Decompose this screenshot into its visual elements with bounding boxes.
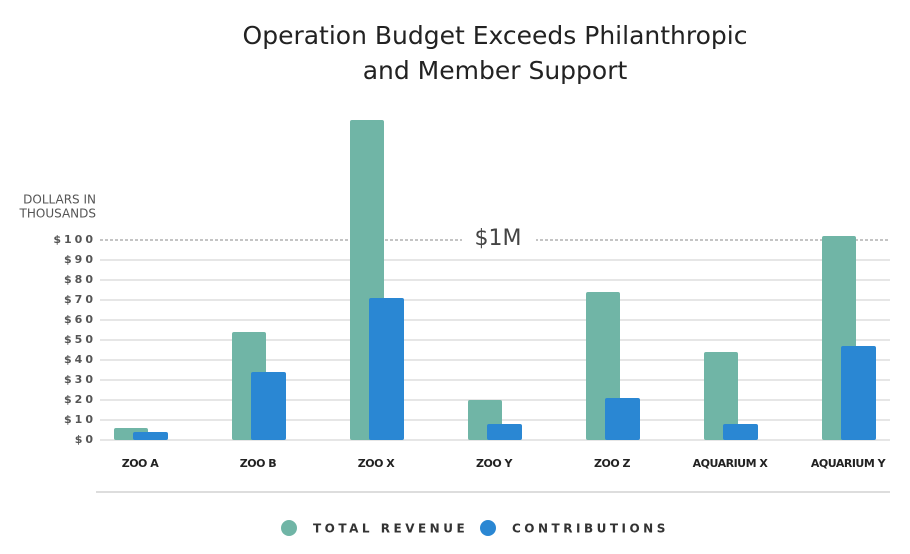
x-tick-label: ZOO A bbox=[122, 457, 160, 470]
y-tick-label: $100 bbox=[53, 233, 96, 246]
y-tick-label: $0 bbox=[75, 433, 96, 446]
bar bbox=[251, 372, 286, 440]
x-tick-label: AQUARIUM Y bbox=[811, 457, 887, 470]
y-tick-label: $30 bbox=[64, 373, 96, 386]
y-tick-label: $70 bbox=[64, 293, 96, 306]
x-tick-label: ZOO Z bbox=[594, 457, 631, 470]
y-tick-label: $90 bbox=[64, 253, 96, 266]
bar bbox=[369, 298, 404, 440]
y-tick-label: $80 bbox=[64, 273, 96, 286]
y-axis-label: DOLLARS IN bbox=[23, 193, 96, 207]
annotation-bg bbox=[462, 226, 536, 250]
y-tick-label: $60 bbox=[64, 313, 96, 326]
legend-label: CONTRIBUTIONS bbox=[512, 522, 669, 536]
bar bbox=[704, 352, 738, 440]
bar bbox=[723, 424, 758, 440]
y-tick-label: $40 bbox=[64, 353, 96, 366]
x-tick-label: ZOO X bbox=[358, 457, 396, 470]
chart-title: Operation Budget Exceeds Philanthropic bbox=[243, 21, 748, 50]
bar bbox=[487, 424, 522, 440]
y-tick-label: $10 bbox=[64, 413, 96, 426]
legend-marker bbox=[281, 520, 297, 536]
legend-label: TOTAL REVENUE bbox=[313, 522, 468, 536]
x-tick-label: AQUARIUM X bbox=[693, 457, 769, 470]
bar bbox=[841, 346, 876, 440]
chart-title: and Member Support bbox=[363, 56, 628, 85]
bar bbox=[133, 432, 168, 440]
annotation: $1M bbox=[475, 226, 522, 251]
x-tick-label: ZOO B bbox=[240, 457, 277, 470]
y-tick-label: $50 bbox=[64, 333, 96, 346]
legend-marker bbox=[480, 520, 496, 536]
y-tick-label: $20 bbox=[64, 393, 96, 406]
bar bbox=[605, 398, 640, 440]
x-tick-label: ZOO Y bbox=[476, 457, 514, 470]
y-axis-label: THOUSANDS bbox=[19, 207, 96, 221]
